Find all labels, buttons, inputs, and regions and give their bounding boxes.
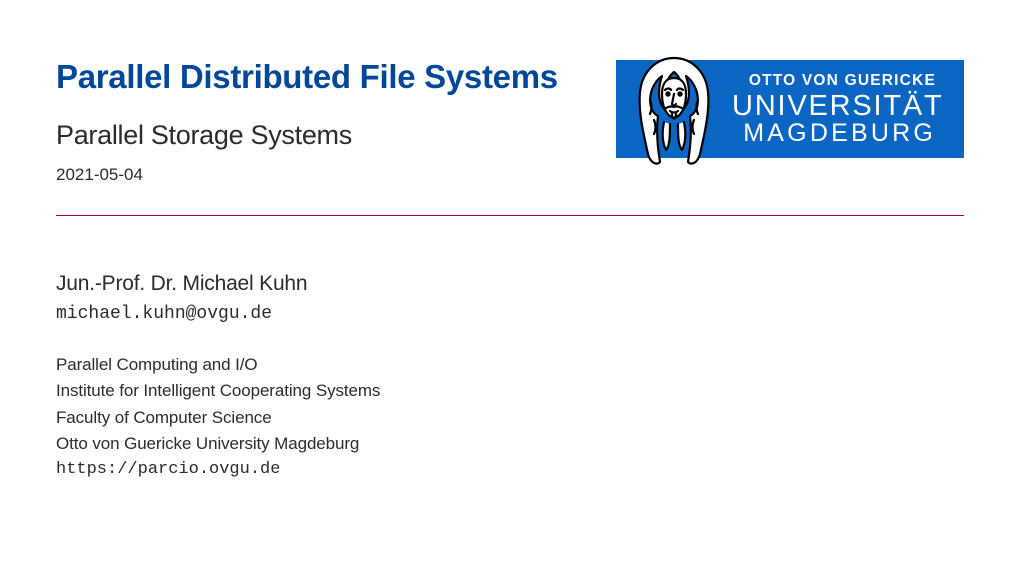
guericke-portrait-icon (626, 50, 722, 170)
affil-line-2: Institute for Intelligent Cooperating Sy… (56, 378, 964, 404)
author-name: Jun.-Prof. Dr. Michael Kuhn (56, 272, 964, 296)
date: 2021-05-04 (56, 165, 616, 185)
author-block: Jun.-Prof. Dr. Michael Kuhn michael.kuhn… (56, 272, 964, 324)
affil-url: https://parcio.ovgu.de (56, 457, 964, 483)
affil-line-4: Otto von Guericke University Magdeburg (56, 431, 964, 457)
university-logo: OTTO VON GUERICKE UNIVERSITÄT MAGDEBURG (616, 60, 964, 158)
subtitle: Parallel Storage Systems (56, 120, 616, 151)
affil-line-3: Faculty of Computer Science (56, 405, 964, 431)
logo-line-2: UNIVERSITÄT (732, 92, 936, 121)
title-block: Parallel Distributed File Systems Parall… (56, 58, 616, 185)
logo-text: OTTO VON GUERICKE UNIVERSITÄT MAGDEBURG (732, 72, 950, 145)
affiliation-block: Parallel Computing and I/O Institute for… (56, 352, 964, 484)
slide-title-page: Parallel Distributed File Systems Parall… (0, 0, 1020, 573)
divider (56, 215, 964, 216)
logo-line-3: MAGDEBURG (732, 121, 936, 146)
logo-line-1: OTTO VON GUERICKE (732, 72, 936, 89)
main-title: Parallel Distributed File Systems (56, 58, 616, 96)
author-email: michael.kuhn@ovgu.de (56, 304, 964, 324)
header-row: Parallel Distributed File Systems Parall… (56, 58, 964, 185)
affil-line-1: Parallel Computing and I/O (56, 352, 964, 378)
